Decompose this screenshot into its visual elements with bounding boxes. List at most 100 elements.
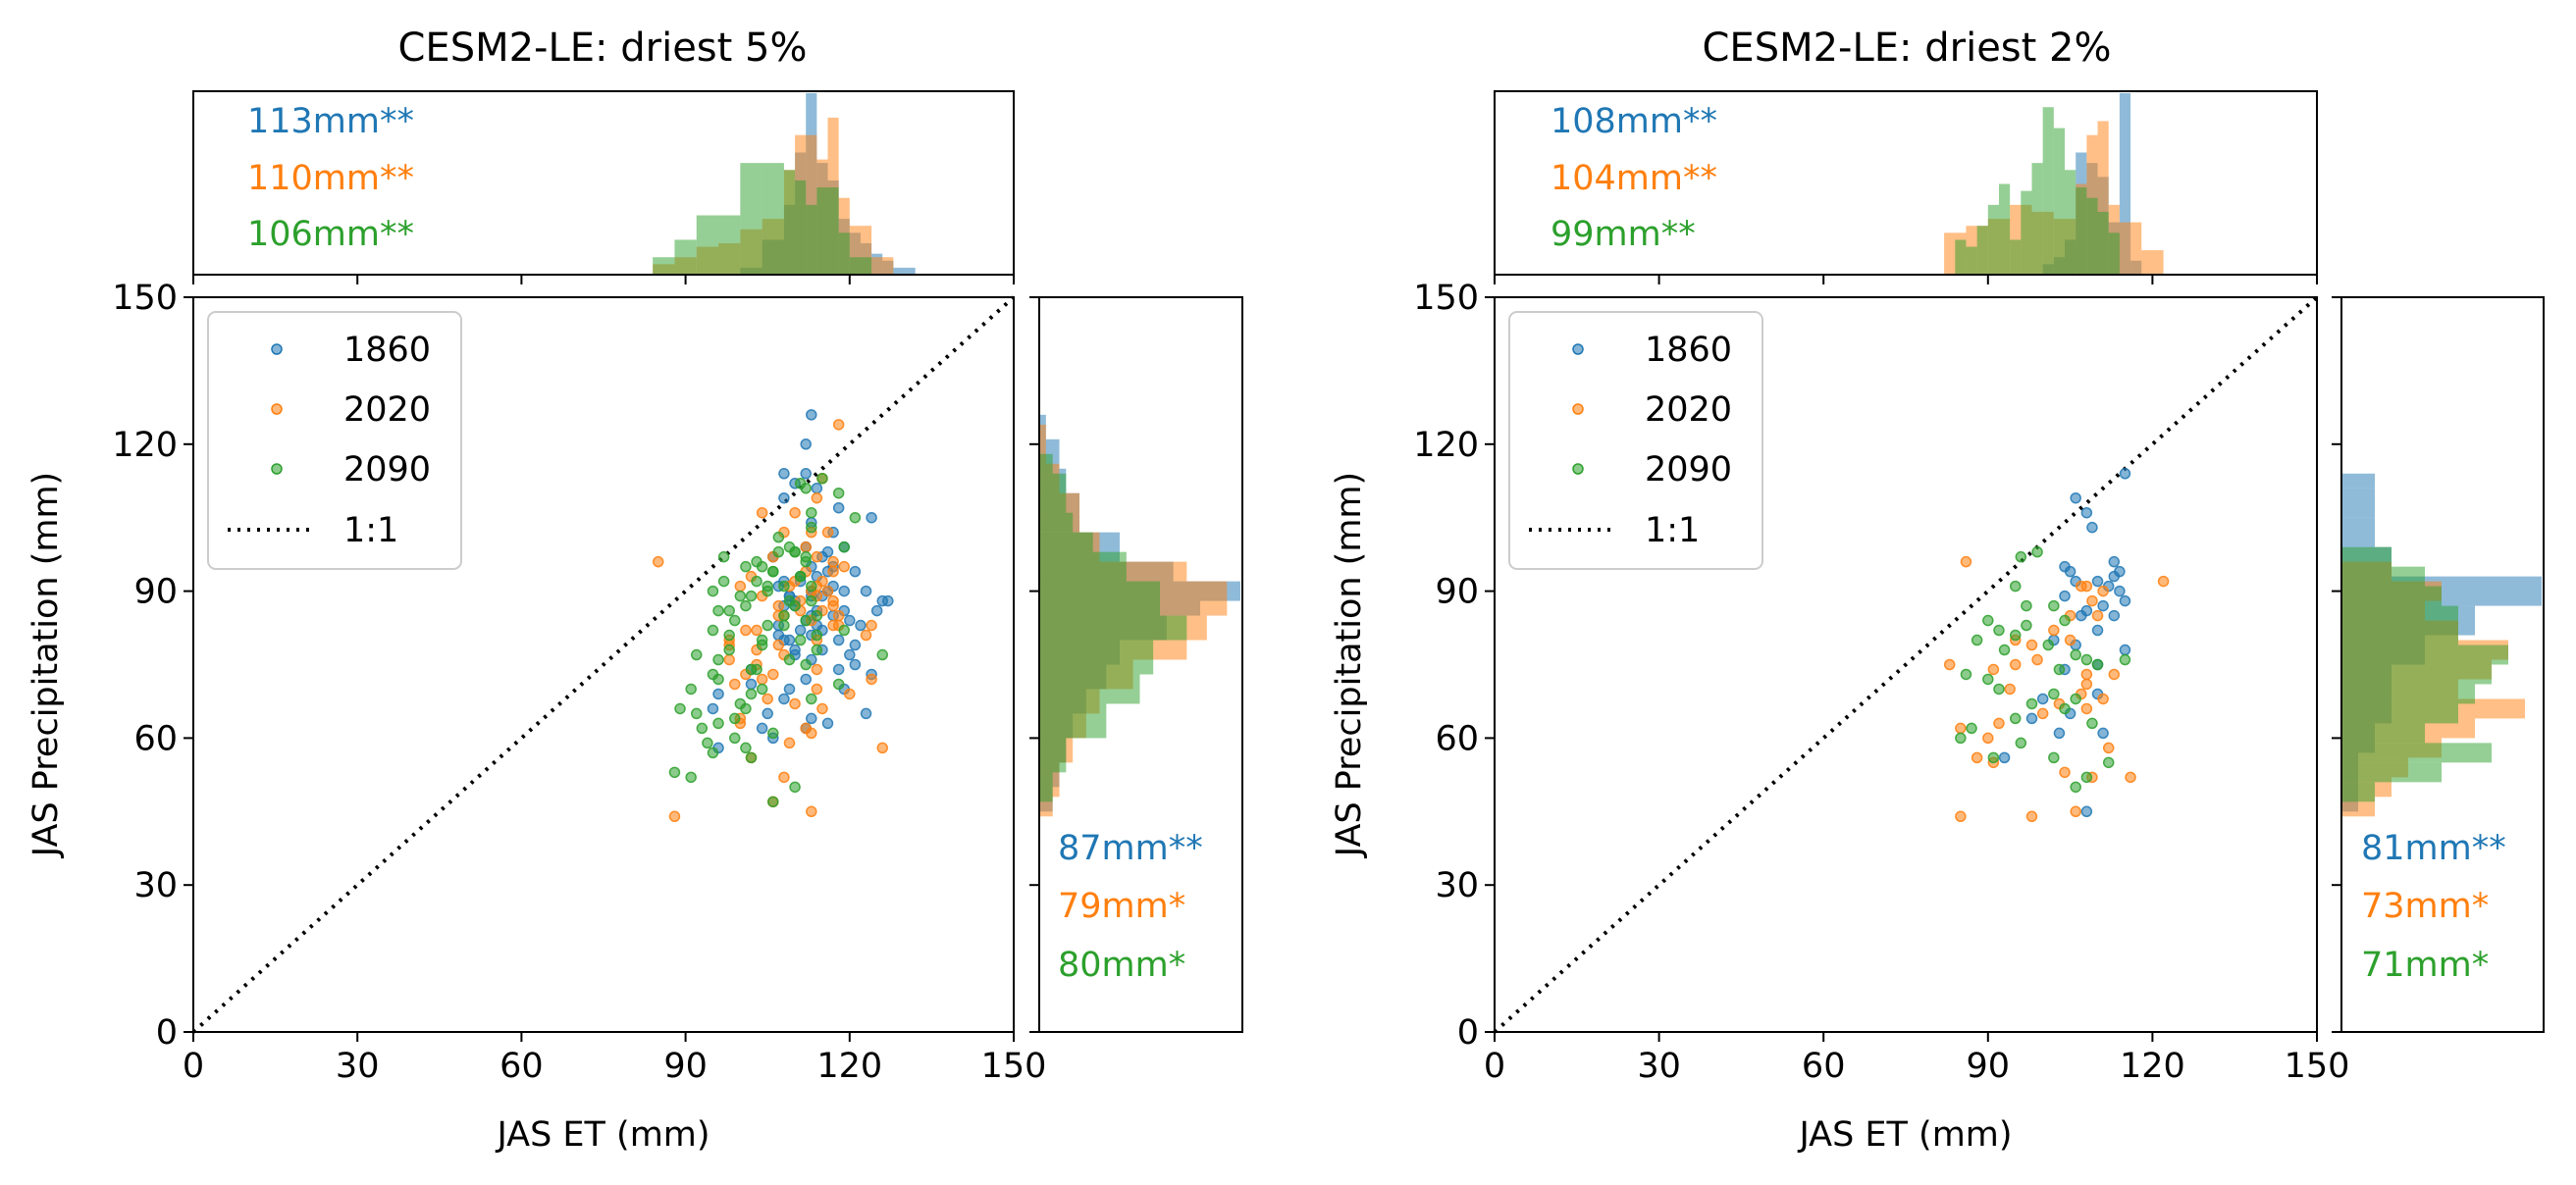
point-1860 [855,619,867,632]
point-1860 [806,712,817,725]
point-2090 [800,555,812,568]
point-2020 [1960,555,1972,568]
hist-bar-2090 [674,239,697,275]
point-2090 [702,737,713,749]
hist-bar-2020 [871,257,894,275]
point-2090 [756,683,768,696]
point-2090 [789,781,801,794]
point-2090 [832,678,845,691]
panel-title: CESM2-LE: driest 5% [398,26,808,71]
point-1860 [811,482,823,494]
point-2090 [1971,634,1983,646]
y-axis-label: JAS Precipitation (mm) [26,472,66,858]
point-2090 [1982,673,1994,686]
point-2090 [1998,644,2011,656]
point-2090 [2009,712,2022,725]
hist-bar-2090 [849,257,872,275]
hist-bar-2090 [1039,703,1107,739]
point-2020 [751,624,762,637]
y-tick-label: 30 [1435,866,1479,905]
point-2020 [844,688,856,700]
x-tick-label: 120 [816,1047,882,1086]
point-2020 [772,639,785,651]
right-annotation-2020: 73mm* [2361,887,2489,926]
hist-bar-2090 [2341,664,2492,685]
point-2090 [729,732,741,745]
point-1860 [838,585,850,597]
y-tick-label: 30 [133,866,178,905]
x-tick-label: 0 [183,1047,204,1086]
point-2090 [762,619,773,632]
hist-bar-2090 [2076,187,2087,275]
point-2090 [712,717,724,730]
hist-bar-2090 [1955,239,1967,275]
point-2090 [772,531,785,543]
point-2090 [712,653,724,666]
point-2020 [723,653,735,666]
right-annotation-1860: 81mm** [2361,829,2506,868]
point-2020 [2009,658,2022,671]
legend-entry-2090: 2090 [343,450,431,489]
point-2090 [2053,663,2066,676]
point-1860 [762,707,773,720]
top-histogram: 113mm** 110mm** 106mm** [192,90,1015,276]
point-2020 [734,580,747,592]
panel-right: CESM2-LE: driest 2% 108mm** 104mm** 99mm… [1330,26,2545,1155]
point-2020 [2097,693,2109,705]
hist-bar-2090 [2341,586,2442,606]
panel-left: CESM2-LE: driest 5% 113mm** 110mm** 106m… [26,26,1243,1155]
point-2020 [816,702,828,715]
hist-bar-2090 [2341,782,2375,802]
point-2090 [806,693,817,705]
point-2090 [876,648,888,661]
point-2020 [762,693,773,705]
point-2090 [734,590,747,602]
point-2020 [2102,742,2115,754]
point-2090 [1960,668,1972,681]
hist-bar-2090 [696,215,719,275]
point-1860 [2119,644,2131,656]
point-2090 [789,599,801,612]
right-histogram: 81mm** 73mm* 71mm* [2340,296,2545,1033]
x-tick-label: 30 [336,1047,380,1086]
point-2020 [789,697,801,710]
point-1860 [1998,751,2011,764]
point-2020 [756,506,768,519]
point-2020 [2157,575,2170,588]
point-2090 [783,653,796,666]
point-2090 [1982,614,1994,627]
hist-bar-2090 [2341,566,2425,587]
point-2090 [2015,737,2027,749]
point-2020 [876,742,888,754]
hist-bar-2090 [2010,239,2022,275]
point-2090 [762,585,773,597]
point-2090 [838,624,850,637]
point-2020 [2064,634,2077,646]
point-2090 [794,570,807,583]
point-1860 [778,468,790,480]
point-2090 [2059,702,2071,715]
point-2090 [767,727,779,740]
hist-bar-2090 [795,180,807,275]
point-2020 [2091,609,2104,622]
point-2090 [745,663,758,676]
point-1860 [712,688,724,700]
point-2090 [1955,732,1967,745]
point-2020 [2080,678,2093,691]
y-axis-label: JAS Precipitation (mm) [1330,472,1369,858]
y-tick-label: 60 [1435,719,1479,758]
point-1860 [2108,555,2121,568]
point-2090 [806,506,817,519]
hist-bar-2020 [1039,424,1046,464]
point-2020 [827,555,839,568]
legend-entry-2020: 2020 [1645,390,1732,430]
panel-title: CESM2-LE: driest 2% [1703,26,2112,71]
point-1860 [2086,521,2098,534]
point-2090 [2119,653,2131,666]
point-1860 [2064,565,2077,578]
hist-bar-2090 [783,170,796,275]
hist-bar-2090 [1998,183,2011,275]
point-2090 [794,634,807,646]
top-annotation-2090: 106mm** [247,215,414,254]
